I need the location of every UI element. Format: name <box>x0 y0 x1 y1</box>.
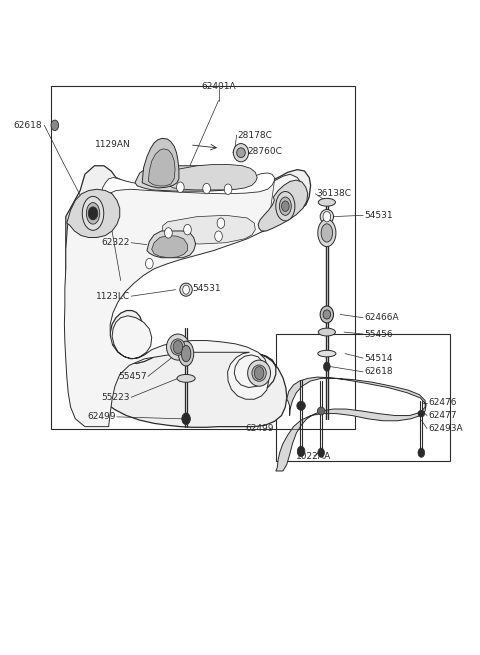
Ellipse shape <box>317 407 325 415</box>
Ellipse shape <box>276 191 295 221</box>
Circle shape <box>224 184 232 195</box>
Circle shape <box>182 413 191 424</box>
Ellipse shape <box>180 283 192 296</box>
Circle shape <box>88 207 98 220</box>
Ellipse shape <box>297 402 305 410</box>
Text: 28760C: 28760C <box>247 147 282 156</box>
Polygon shape <box>135 166 248 191</box>
Ellipse shape <box>279 197 291 215</box>
Ellipse shape <box>252 365 266 381</box>
Circle shape <box>173 341 183 354</box>
Ellipse shape <box>320 306 334 323</box>
Ellipse shape <box>179 341 194 366</box>
Circle shape <box>183 285 190 294</box>
Text: 62618: 62618 <box>364 367 393 377</box>
Polygon shape <box>147 231 196 257</box>
Polygon shape <box>66 166 311 427</box>
Text: 62618: 62618 <box>13 121 42 130</box>
Ellipse shape <box>320 210 334 224</box>
Polygon shape <box>148 149 175 186</box>
Polygon shape <box>258 180 308 231</box>
Polygon shape <box>64 174 302 426</box>
Text: 1129AN: 1129AN <box>95 140 130 149</box>
Ellipse shape <box>167 334 190 360</box>
Text: 62322: 62322 <box>102 238 130 247</box>
Polygon shape <box>152 236 188 257</box>
Text: 36138C: 36138C <box>316 189 351 198</box>
Polygon shape <box>67 189 120 238</box>
Circle shape <box>297 446 305 457</box>
Text: 62493A: 62493A <box>429 424 463 433</box>
Text: 55457: 55457 <box>118 372 147 381</box>
Circle shape <box>217 218 225 229</box>
Bar <box>51 86 355 428</box>
Ellipse shape <box>323 310 331 319</box>
Circle shape <box>51 120 59 130</box>
Circle shape <box>323 212 331 222</box>
Bar <box>276 334 450 461</box>
Ellipse shape <box>171 339 185 355</box>
Ellipse shape <box>237 148 245 158</box>
Circle shape <box>418 448 425 457</box>
Text: 55223: 55223 <box>102 393 130 402</box>
Ellipse shape <box>181 345 191 362</box>
Ellipse shape <box>233 143 249 162</box>
Circle shape <box>281 201 289 212</box>
Ellipse shape <box>318 328 336 336</box>
Text: 62499: 62499 <box>87 413 116 421</box>
Polygon shape <box>276 377 426 471</box>
Ellipse shape <box>321 224 333 242</box>
Text: 62477: 62477 <box>429 411 457 420</box>
Circle shape <box>324 362 330 371</box>
Text: 54531: 54531 <box>192 284 221 293</box>
Text: 28178C: 28178C <box>238 130 273 140</box>
Text: 54531: 54531 <box>364 211 393 220</box>
Text: 62499: 62499 <box>245 424 274 433</box>
Polygon shape <box>102 173 275 197</box>
Text: 62401A: 62401A <box>201 82 236 90</box>
Text: 55456: 55456 <box>364 329 393 339</box>
Ellipse shape <box>248 360 271 386</box>
Text: 54514: 54514 <box>364 354 393 363</box>
Polygon shape <box>142 138 179 188</box>
Ellipse shape <box>82 196 104 231</box>
Circle shape <box>184 225 192 235</box>
Text: 1123LC: 1123LC <box>96 291 130 301</box>
Polygon shape <box>166 164 257 190</box>
Ellipse shape <box>418 410 425 417</box>
Ellipse shape <box>318 198 336 206</box>
Circle shape <box>215 231 222 242</box>
Ellipse shape <box>318 219 336 247</box>
Circle shape <box>165 228 172 238</box>
Circle shape <box>145 258 153 269</box>
Circle shape <box>254 367 264 380</box>
Ellipse shape <box>318 350 336 357</box>
Text: 1022AA: 1022AA <box>296 452 332 461</box>
Circle shape <box>177 182 184 193</box>
Circle shape <box>318 448 324 457</box>
Text: 62476: 62476 <box>429 398 457 407</box>
Ellipse shape <box>86 202 100 224</box>
Ellipse shape <box>177 375 195 383</box>
Text: 62466A: 62466A <box>364 313 399 322</box>
Circle shape <box>203 183 210 194</box>
Polygon shape <box>163 215 255 244</box>
